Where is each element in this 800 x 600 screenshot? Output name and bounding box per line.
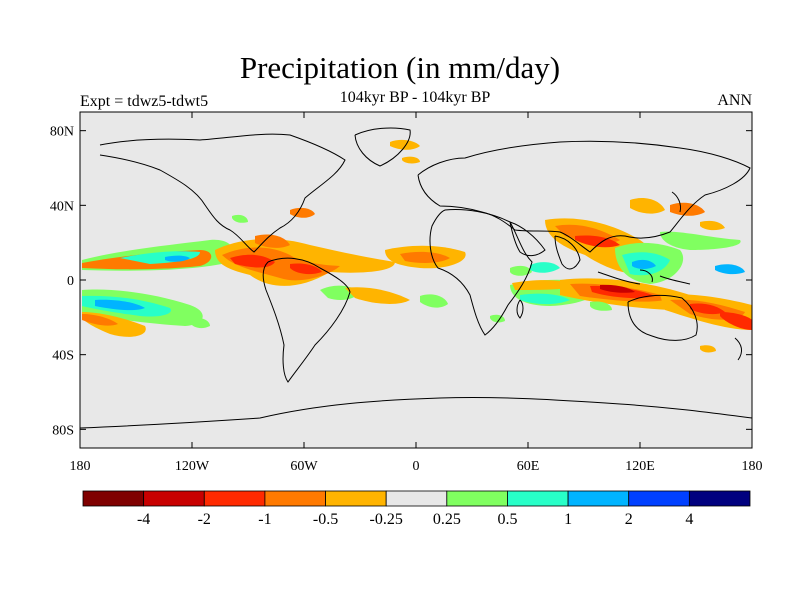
anomaly-region bbox=[402, 156, 420, 164]
anomaly-region bbox=[720, 312, 752, 330]
coastline-new-zealand bbox=[734, 337, 743, 361]
colorbar-swatch bbox=[82, 490, 145, 507]
anomaly-region bbox=[700, 345, 716, 353]
y-tick-label: 40N bbox=[50, 199, 74, 214]
coastline-north-america bbox=[99, 133, 346, 253]
colorbar-swatch bbox=[446, 490, 508, 507]
x-tick-label: 0 bbox=[413, 459, 420, 474]
coastline-africa bbox=[429, 209, 533, 336]
colorbar-label: -2 bbox=[198, 511, 211, 528]
colorbar-swatch bbox=[628, 490, 690, 507]
anomaly-region bbox=[400, 251, 450, 263]
colorbar-label: -1 bbox=[258, 511, 271, 528]
anomaly-region bbox=[630, 198, 665, 214]
y-tick-label: 0 bbox=[67, 274, 74, 289]
anomaly-region bbox=[190, 317, 210, 329]
colorbar-swatch bbox=[507, 490, 569, 507]
anomaly-region bbox=[660, 231, 741, 250]
coastline-arabia bbox=[509, 221, 546, 257]
anomaly-region bbox=[670, 202, 705, 216]
anomaly-region bbox=[690, 303, 725, 315]
anomaly-region bbox=[420, 294, 448, 308]
coastline-greenland bbox=[354, 127, 411, 167]
colorbar-swatch bbox=[567, 490, 630, 507]
anomaly-region bbox=[390, 139, 420, 150]
colorbar-label: 0.5 bbox=[497, 511, 517, 528]
chart-subtitle: 104kyr BP - 104kyr BP bbox=[339, 89, 491, 106]
anomaly-region bbox=[530, 262, 560, 273]
x-tick-label: 120E bbox=[625, 459, 655, 474]
anomaly-region bbox=[255, 234, 290, 248]
colorbar-label: -0.25 bbox=[370, 511, 403, 528]
anomaly-region bbox=[600, 284, 635, 293]
anomaly-region bbox=[715, 264, 745, 275]
anomaly-region bbox=[165, 255, 190, 262]
experiment-label: Expt = tdwz5-tdwt5 bbox=[80, 93, 209, 110]
anomaly-region bbox=[230, 254, 275, 268]
colorbar-swatch bbox=[203, 490, 266, 507]
precip-anomaly-fields bbox=[82, 139, 752, 353]
colorbar-label: 2 bbox=[625, 511, 633, 528]
anomaly-region bbox=[520, 293, 570, 305]
colorbar-label: -0.5 bbox=[313, 511, 338, 528]
season-label: ANN bbox=[717, 92, 752, 109]
y-tick-label: 40S bbox=[52, 349, 74, 364]
anomaly-region bbox=[510, 265, 532, 276]
anomaly-region bbox=[95, 299, 145, 311]
coastline-india bbox=[554, 235, 581, 270]
coastline-japan bbox=[671, 191, 681, 213]
colorbar-swatch bbox=[688, 490, 751, 507]
coastline-indonesia bbox=[597, 269, 691, 285]
x-axis-ticks: 180 120W 60W 0 60E 120E 180 bbox=[70, 112, 763, 474]
x-tick-label: 60W bbox=[290, 459, 318, 474]
y-tick-label: 80N bbox=[50, 125, 74, 140]
y-tick-label: 80S bbox=[52, 423, 74, 438]
colorbar-swatch bbox=[143, 490, 205, 507]
colorbar-label: -4 bbox=[137, 511, 150, 528]
colorbar: -4 -2 -1 -0.5 -0.25 0.25 0.5 1 2 4 bbox=[82, 490, 751, 528]
anomaly-region bbox=[590, 301, 612, 311]
chart-title: Precipitation (in mm/day) bbox=[239, 50, 561, 85]
x-tick-label: 60E bbox=[517, 459, 540, 474]
anomaly-region bbox=[700, 220, 725, 231]
coastline-madagascar bbox=[516, 299, 524, 319]
anomaly-region bbox=[632, 259, 656, 269]
anomaly-region bbox=[82, 314, 118, 326]
anomaly-region bbox=[290, 263, 322, 275]
y-axis-ticks: 80N 40N 0 40S 80S bbox=[50, 125, 752, 438]
anomaly-region bbox=[345, 287, 410, 304]
x-tick-label: 180 bbox=[70, 459, 91, 474]
x-tick-label: 120W bbox=[175, 459, 210, 474]
colorbar-swatch bbox=[264, 490, 326, 507]
colorbar-label: 0.25 bbox=[433, 511, 461, 528]
x-tick-label: 180 bbox=[742, 459, 763, 474]
colorbar-swatch bbox=[385, 490, 448, 507]
anomaly-region bbox=[232, 214, 248, 223]
coastline-south-america bbox=[262, 257, 351, 383]
colorbar-label: 1 bbox=[564, 511, 572, 528]
colorbar-swatch bbox=[325, 490, 387, 507]
coastlines bbox=[80, 127, 752, 429]
anomaly-region bbox=[575, 235, 620, 248]
colorbar-label: 4 bbox=[685, 511, 693, 528]
coastline-antarctica bbox=[80, 396, 752, 429]
coastline-australia bbox=[627, 294, 698, 341]
